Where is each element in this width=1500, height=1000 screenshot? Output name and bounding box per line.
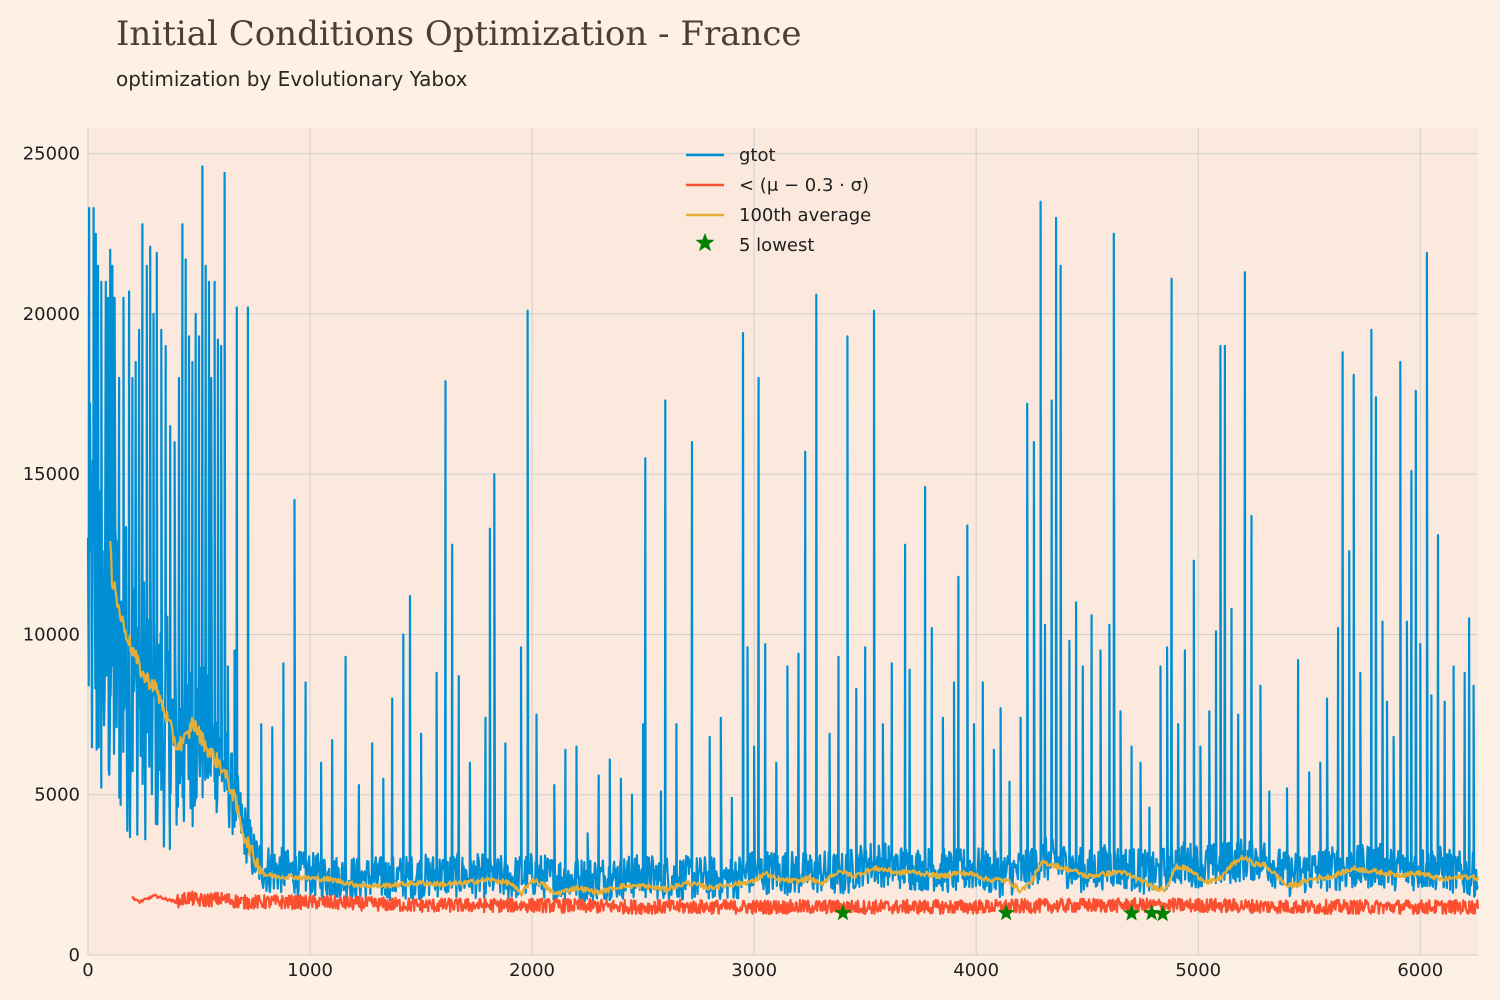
- chart-title: Initial Conditions Optimization - France: [116, 14, 802, 54]
- grid-lines: [87, 128, 1478, 956]
- y-tick-label: 15000: [23, 464, 80, 485]
- y-tick-label: 10000: [23, 624, 80, 645]
- lowest-point-star: [1154, 905, 1172, 922]
- y-tick-label: 5000: [34, 785, 80, 806]
- chart-subtitle: optimization by Evolutionary Yabox: [116, 67, 468, 91]
- lowest-point-star: [1143, 904, 1161, 921]
- series-average-line: [109, 540, 1480, 897]
- x-tick-label: 6000: [1397, 960, 1443, 981]
- legend: gtot < (μ − 0.3 · σ) 100th average 5 lowest: [686, 145, 871, 256]
- x-tick-label: 3000: [731, 960, 777, 981]
- plot-area: [88, 128, 1478, 955]
- lowest-point-star: [997, 904, 1015, 921]
- x-tick-label: 0: [82, 960, 93, 981]
- legend-label-gtot: gtot: [739, 145, 776, 166]
- y-tick-label: 0: [69, 945, 80, 966]
- x-tick-label: 1000: [287, 960, 333, 981]
- series-layer: [86, 165, 1480, 922]
- legend-label-average: 100th average: [739, 205, 871, 226]
- y-axis-ticks: 0 5000 10000 15000 20000 25000: [23, 144, 80, 966]
- y-tick-label: 25000: [23, 144, 80, 165]
- x-tick-label: 2000: [509, 960, 555, 981]
- x-tick-label: 4000: [953, 960, 999, 981]
- legend-swatch-lowest: [695, 233, 715, 252]
- x-tick-label: 5000: [1175, 960, 1221, 981]
- x-axis-ticks: 0 1000 2000 3000 4000 5000 6000: [82, 960, 1443, 981]
- legend-label-lowest: 5 lowest: [739, 235, 814, 256]
- y-tick-label: 20000: [23, 304, 80, 325]
- lowest-point-star: [1123, 904, 1141, 921]
- series-lower-bound-line: [131, 890, 1480, 915]
- legend-label-lower: < (μ − 0.3 · σ): [739, 175, 869, 196]
- lowest-point-star: [834, 904, 852, 921]
